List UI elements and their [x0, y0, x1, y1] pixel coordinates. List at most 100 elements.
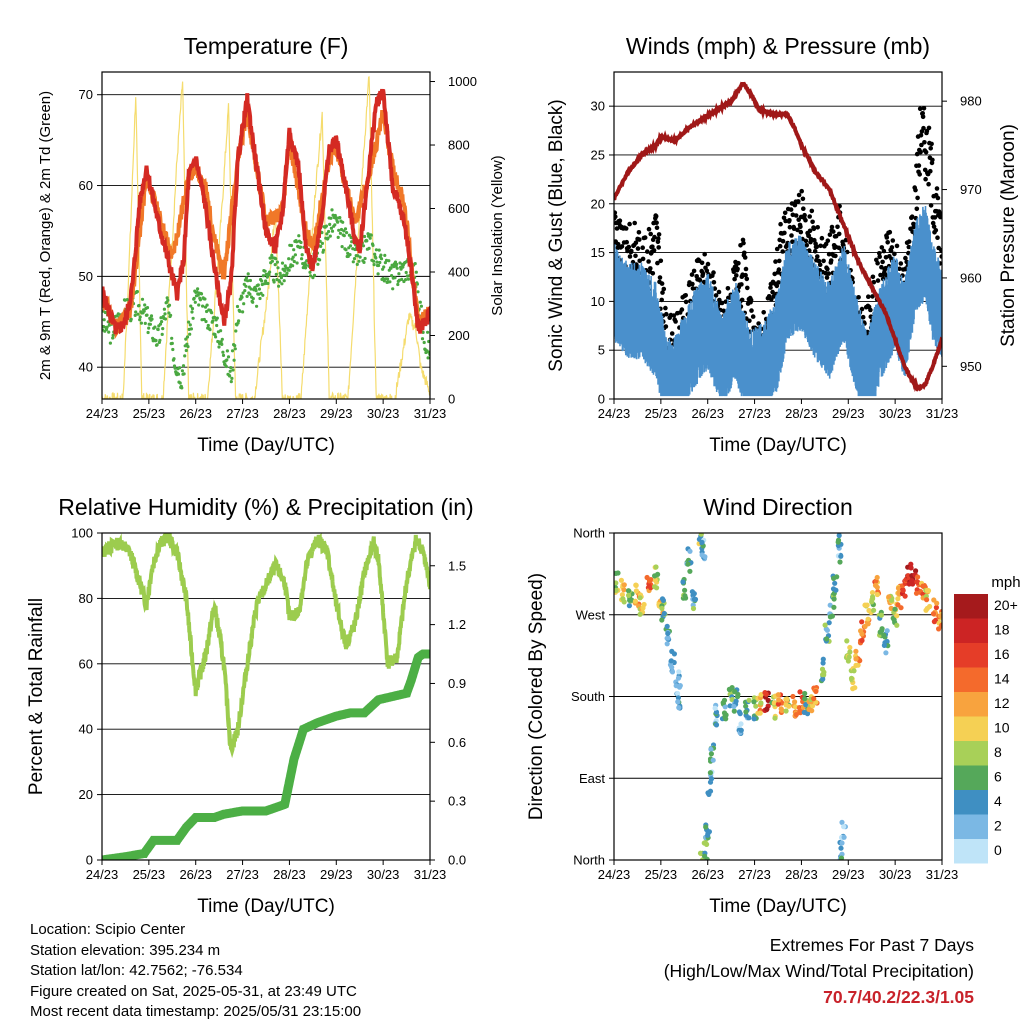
direction-point [851, 668, 857, 674]
direction-point [676, 705, 682, 711]
dewpoint-point [318, 258, 322, 262]
gust-point [810, 219, 815, 225]
gust-point [623, 226, 629, 231]
dewpoint-point [187, 320, 191, 324]
dewpoint-point [388, 280, 392, 284]
direction-point [764, 706, 770, 712]
dewpoint-point [427, 339, 430, 344]
direction-point [845, 658, 852, 664]
dewpoint-point [326, 236, 330, 240]
gust-point [806, 233, 812, 238]
direction-point [758, 700, 764, 706]
direction-point [792, 699, 798, 705]
gust-point [782, 210, 788, 216]
dewpoint-point [351, 260, 355, 264]
dewpoint-point [173, 366, 177, 370]
colorbar-swatch [954, 667, 988, 692]
gust-point [933, 228, 939, 233]
direction-point [775, 692, 781, 698]
gust-point [633, 240, 639, 245]
dewpoint-point [363, 234, 367, 239]
gust-point [697, 278, 703, 283]
y-tick-label: 40 [79, 360, 93, 375]
gust-point [711, 270, 716, 275]
gust-point [898, 261, 904, 266]
dewpoint-point [426, 356, 430, 360]
x-tick-label: 28/23 [785, 406, 818, 421]
gust-point [748, 297, 754, 303]
dewpoint-point [153, 325, 157, 329]
gust-point [776, 280, 781, 285]
direction-point [763, 691, 769, 697]
gust-point [913, 187, 918, 193]
colorbar-label: 12 [994, 695, 1010, 711]
gust-point [804, 243, 809, 248]
dewpoint-point [321, 248, 326, 252]
gust-point [750, 314, 756, 319]
dewpoint-point [148, 322, 152, 326]
dewpoint-point [105, 325, 109, 329]
dewpoint-point [182, 372, 186, 376]
direction-point [823, 626, 829, 632]
gust-point [627, 254, 633, 259]
gust-point [637, 237, 642, 242]
dewpoint-point [375, 260, 379, 264]
dewpoint-point [426, 330, 430, 334]
dewpoint-point [365, 239, 369, 243]
direction-point [685, 561, 691, 567]
dewpoint-point [125, 298, 129, 302]
station-location: Location: Scipio Center [30, 921, 186, 938]
dewpoint-point [133, 313, 137, 317]
dewpoint-point [298, 245, 303, 249]
direction-point [839, 840, 845, 846]
dewpoint-point [240, 295, 244, 299]
gust-point [743, 266, 749, 272]
gust-point [725, 286, 731, 291]
direction-point [665, 635, 671, 641]
gust-point [721, 308, 726, 314]
dewpoint-point [343, 227, 348, 231]
dewpoint-point [319, 244, 323, 248]
colorbar-swatch [954, 643, 988, 668]
direction-point [889, 597, 895, 603]
dewpoint-point [232, 358, 236, 362]
y-tick-label: 70 [79, 87, 93, 102]
dewpoint-point [181, 364, 186, 368]
gust-point [658, 258, 664, 264]
gust-point [780, 249, 785, 254]
dewpoint-point [161, 327, 165, 331]
dewpoint-point [160, 332, 164, 336]
dewpoint-point [421, 330, 425, 334]
gust-point [679, 307, 685, 312]
gust-point [814, 244, 820, 250]
gust-point [768, 285, 773, 290]
direction-point [633, 582, 639, 588]
direction-point [839, 851, 845, 857]
y2-tick-label: 600 [448, 201, 470, 216]
dewpoint-point [219, 329, 223, 333]
gust-point [817, 262, 823, 268]
direction-point [708, 746, 714, 752]
x-tick-label: 30/23 [367, 406, 400, 421]
dewpoint-point [383, 253, 387, 257]
y-tick-label: 20 [79, 787, 93, 802]
direction-point [820, 676, 826, 682]
y-tick-label: East [579, 771, 605, 786]
dewpoint-point [342, 234, 346, 238]
x-tick-label: 29/23 [832, 406, 865, 421]
dewpoint-point [230, 376, 234, 380]
dewpoint-point [254, 289, 258, 293]
direction-point [820, 660, 826, 666]
y-axis-label: Sonic Wind & Gust (Blue, Black) [546, 99, 567, 371]
direction-point [743, 709, 749, 715]
direction-point [853, 656, 859, 662]
dewpoint-point [137, 303, 141, 308]
dewpoint-point [138, 318, 142, 322]
gust-point [807, 214, 812, 219]
dewpoint-point [282, 279, 286, 283]
dewpoint-point [203, 297, 207, 301]
dewpoint-point [256, 283, 260, 287]
x-tick-label: 26/23 [691, 406, 724, 421]
direction-point [797, 689, 803, 695]
dewpoint-point [386, 277, 390, 281]
